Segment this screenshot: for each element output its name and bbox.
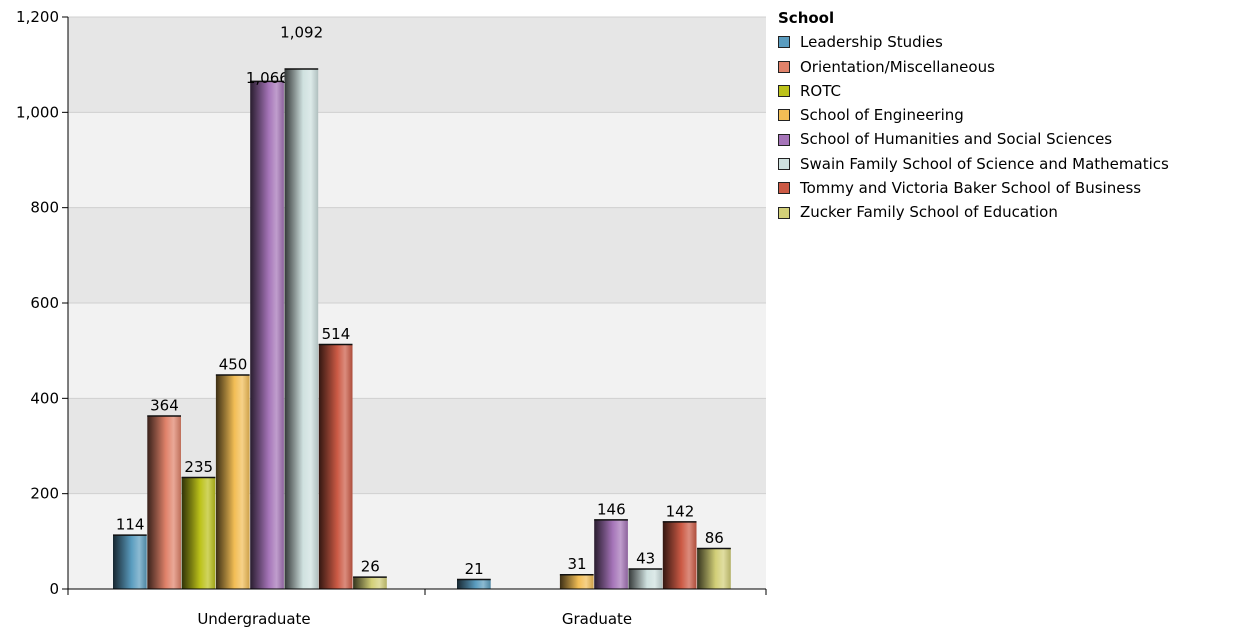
bar-value-label: 43 [636,550,655,568]
bar-value-label: 142 [666,502,695,520]
x-axis-labels: Undergraduate Graduate [197,610,632,628]
legend-label: Orientation/Miscellaneous [800,57,995,76]
bar-value-label: 1,066 [246,69,289,87]
legend-item: Tommy and Victoria Baker School of Busin… [778,176,1169,200]
bar-value-label: 450 [219,356,248,374]
bar-value-label: 26 [361,558,380,576]
legend-items: Leadership Studies Orientation/Miscellane… [778,30,1169,224]
legend-label: School of Humanities and Social Sciences [800,130,1113,149]
y-tick-label: 1,200 [16,8,59,26]
y-tick-label: 200 [30,485,59,503]
bar-value-label: 114 [116,516,145,534]
bar [318,343,353,589]
plot-band [68,17,766,113]
legend-label: Tommy and Victoria Baker School of Busin… [800,179,1142,198]
bar-value-label: 364 [150,396,179,414]
y-axis-ticks: 0 200 400 600 800 1,000 1,200 [16,8,68,598]
bar [181,476,216,589]
bar [457,578,491,589]
legend-swatch [778,157,790,170]
legend-swatch [778,133,790,146]
bars: 114 364 235 450 1,066 1,092 514 26 21 31 146 43 142 8… [113,23,731,590]
y-tick-label: 1,000 [16,103,59,121]
bar-value-label: 514 [322,325,351,343]
legend-label: Leadership Studies [800,33,943,52]
bar-value-label: 1,092 [280,23,323,41]
legend: School Leadership Studies Orientation/Mis… [778,6,1169,225]
legend-item: Zucker Family School of Education [778,200,1169,224]
plot-band [68,207,766,303]
bar [628,568,663,589]
bar-value-label: 146 [597,500,626,518]
bar-chart: 0 200 400 600 800 1,000 1,200 114 364 235 450 1,06… [16,8,767,628]
legend-label: ROTC [800,81,841,100]
legend-item: Leadership Studies [778,30,1169,54]
legend-label: Zucker Family School of Education [800,203,1058,222]
legend-swatch [778,36,790,49]
legend-swatch [778,60,790,73]
legend-title: School [778,9,835,27]
plot-background [68,17,766,589]
bar [697,548,731,589]
legend-item: School of Humanities and Social Sciences [778,127,1169,151]
legend-label: School of Engineering [800,106,964,125]
legend-swatch [778,85,790,98]
legend-item: Swain Family School of Science and Mathe… [778,152,1169,176]
axes [67,17,767,595]
bar-value-label: 21 [465,560,484,578]
y-tick-label: 0 [49,580,59,598]
bar [147,415,181,589]
y-tick-label: 400 [30,389,59,407]
plot-band [68,112,766,208]
x-tick-label: Graduate [562,610,632,628]
bar-value-label: 31 [568,555,587,573]
legend-item: ROTC [778,79,1169,103]
legend-swatch [778,182,790,195]
x-tick-label: Undergraduate [197,610,310,628]
legend-swatch [778,206,790,219]
bar [215,374,250,589]
legend-swatch [778,109,790,122]
bar [594,519,628,589]
bar [662,521,697,589]
legend-item: School of Engineering [778,103,1169,127]
y-tick-label: 800 [30,199,59,217]
bar [250,80,284,589]
bar [559,574,594,589]
legend-item: Orientation/Miscellaneous [778,55,1169,79]
plot-band [68,303,766,399]
bar [113,534,147,589]
bar [353,576,387,589]
bar-value-label: 86 [705,529,724,547]
bar [284,68,319,590]
y-tick-label: 600 [30,294,59,312]
bar-value-label: 235 [184,458,213,476]
legend-label: Swain Family School of Science and Mathe… [800,154,1169,173]
